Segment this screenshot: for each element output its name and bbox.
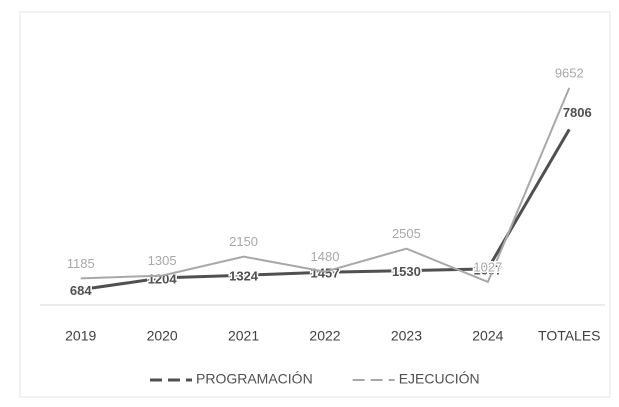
data-label: 1480 <box>311 249 340 264</box>
data-label: 1305 <box>148 253 177 268</box>
x-tick-label: 2022 <box>309 328 340 344</box>
legend-label: PROGRAMACIÓN <box>196 371 313 387</box>
data-label: 7806 <box>563 105 592 120</box>
x-tick-label: 2023 <box>391 328 422 344</box>
x-tick-label: TOTALES <box>538 328 601 344</box>
series-line <box>80 87 571 284</box>
x-tick-label: 2020 <box>147 328 178 344</box>
data-label: 1027 <box>473 259 502 274</box>
x-tick-label: 2024 <box>472 328 503 344</box>
x-tick-label: 2019 <box>65 328 96 344</box>
data-label: 1324 <box>229 269 259 284</box>
data-label: 1185 <box>67 256 95 271</box>
data-label: 684 <box>70 283 92 298</box>
data-label: 2505 <box>392 226 421 241</box>
chart-frame <box>19 11 611 398</box>
legend-label: EJECUCIÓN <box>399 371 480 387</box>
x-tick-label: 2021 <box>228 328 259 344</box>
data-label: 1530 <box>392 264 421 279</box>
data-label: 2150 <box>229 234 258 249</box>
data-label: 9652 <box>555 65 584 80</box>
